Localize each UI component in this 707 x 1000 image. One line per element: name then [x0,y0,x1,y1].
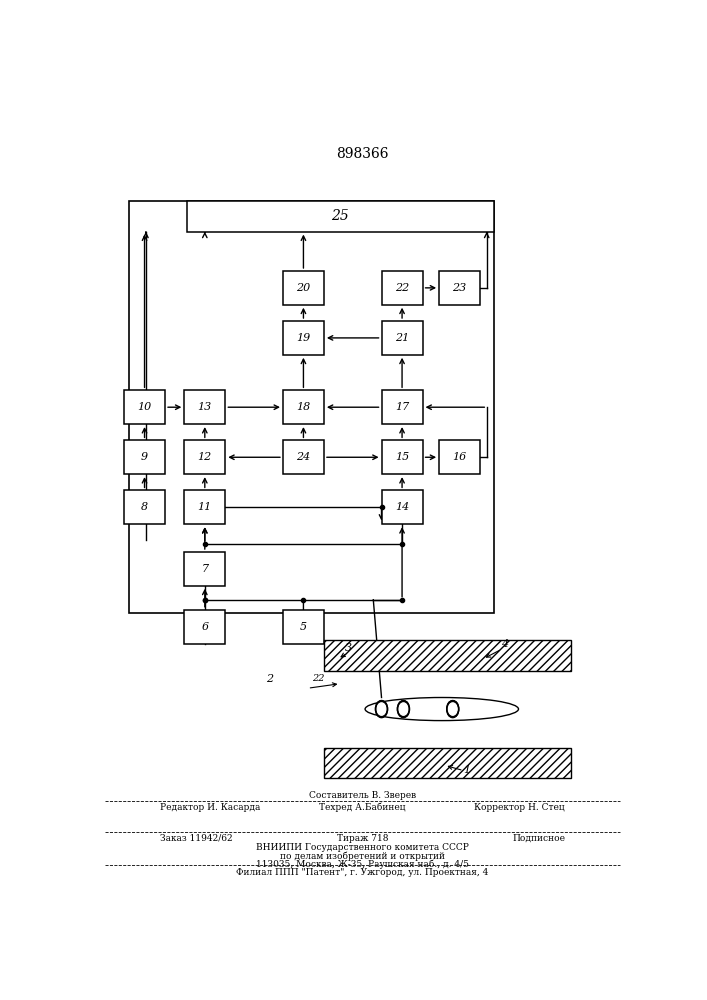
Bar [124,390,165,424]
Text: 2: 2 [266,674,273,684]
Text: Тираж 718: Тираж 718 [337,834,388,843]
Text: Заказ 11942/62: Заказ 11942/62 [160,834,232,843]
Bar [324,748,571,778]
Text: 14: 14 [395,502,409,512]
Text: ВНИИПИ Государственного комитета СССР: ВНИИПИ Государственного комитета СССР [256,843,469,852]
Bar [129,201,494,613]
Text: Подписное: Подписное [512,834,565,843]
Circle shape [399,703,408,715]
Circle shape [377,703,386,715]
Text: Техред А.Бабинец: Техред А.Бабинец [319,803,406,812]
Bar [124,490,165,524]
Bar [283,390,324,424]
Text: 18: 18 [296,402,310,412]
Bar [187,201,494,232]
Text: 22: 22 [312,674,325,683]
Text: 3: 3 [345,643,352,653]
Bar [124,440,165,474]
Text: 15: 15 [395,452,409,462]
Bar [283,271,324,305]
Text: по делам изобретений и открытий: по делам изобретений и открытий [280,852,445,861]
Text: 19: 19 [296,333,310,343]
Circle shape [375,701,387,718]
Text: 4: 4 [501,639,508,649]
Text: 1: 1 [463,765,470,775]
Text: 6: 6 [201,622,209,632]
Circle shape [447,701,459,718]
Text: 17: 17 [395,402,409,412]
Bar [283,321,324,355]
Bar [185,440,226,474]
Text: 16: 16 [452,452,467,462]
Bar [283,610,324,644]
Text: 12: 12 [198,452,212,462]
Text: 24: 24 [296,452,310,462]
Circle shape [448,703,457,715]
Bar [185,610,226,644]
Text: Корректор Н. Стец: Корректор Н. Стец [474,803,565,812]
Text: 21: 21 [395,333,409,343]
Text: Филиал ППП "Патент", г. Ужгород, ул. Проектная, 4: Филиал ППП "Патент", г. Ужгород, ул. Про… [236,868,489,877]
Bar [382,321,423,355]
Text: 113035, Москва, Ж-35, Раушская наб., д. 4/5: 113035, Москва, Ж-35, Раушская наб., д. … [256,860,469,869]
Text: 5: 5 [300,622,307,632]
Text: 9: 9 [141,452,148,462]
Text: Редактор И. Касарда: Редактор И. Касарда [160,803,260,812]
Bar [283,440,324,474]
Bar [439,440,480,474]
Text: 22: 22 [395,283,409,293]
Text: 23: 23 [452,283,467,293]
Bar [382,440,423,474]
Text: 11: 11 [198,502,212,512]
Circle shape [397,701,409,718]
Text: Составитель В. Зверев: Составитель В. Зверев [309,791,416,800]
Ellipse shape [365,698,518,721]
Text: 25: 25 [332,209,349,223]
Bar [382,490,423,524]
Bar [185,552,226,586]
Text: 8: 8 [141,502,148,512]
Bar [382,271,423,305]
Bar [185,490,226,524]
Text: 898366: 898366 [336,147,389,161]
Bar [185,390,226,424]
Bar [324,640,571,671]
Text: 20: 20 [296,283,310,293]
Bar [439,271,480,305]
Text: 13: 13 [198,402,212,412]
Text: 7: 7 [201,564,209,574]
Text: 10: 10 [137,402,152,412]
Bar [382,390,423,424]
